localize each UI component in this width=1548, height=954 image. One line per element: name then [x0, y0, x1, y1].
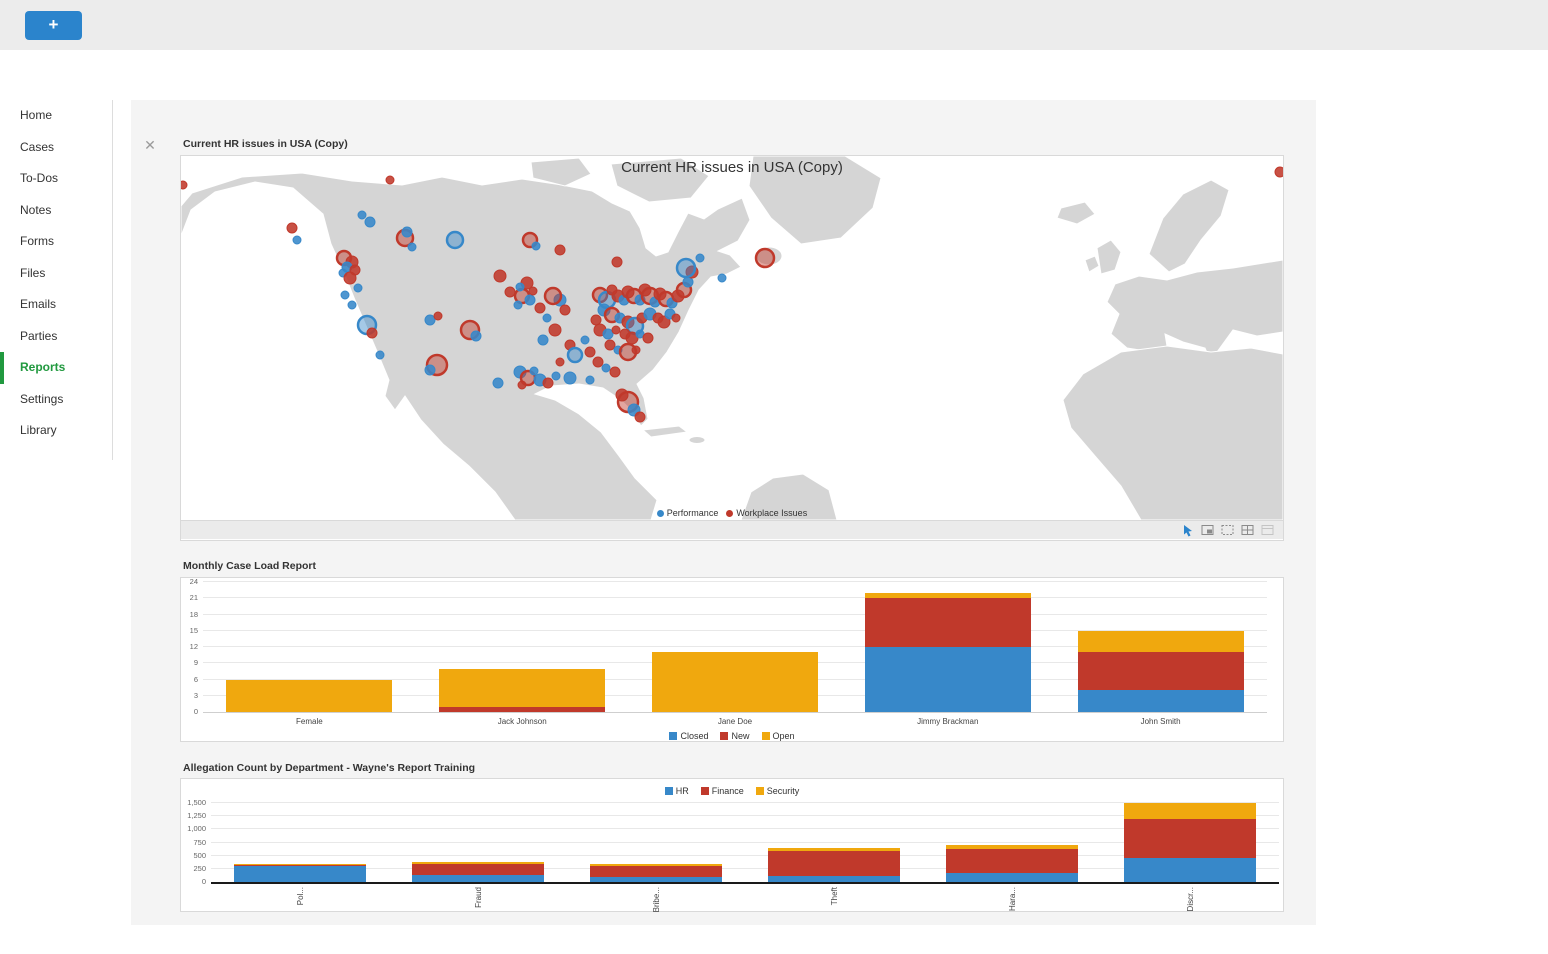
sidebar-item-settings[interactable]: Settings — [20, 391, 64, 406]
panel-title-allegation-count: Allegation Count by Department - Wayne's… — [183, 762, 476, 774]
plot-area[interactable] — [211, 802, 1279, 884]
legend-item-closed: Closed — [669, 731, 708, 741]
hr-map-chart[interactable]: Current HR issues in USA (Copy) Performa… — [181, 156, 1283, 520]
x-axis: Female Jack Johnson Jane Doe Jimmy Brackman… — [296, 717, 1181, 726]
great-britain — [1096, 239, 1122, 275]
y-axis: 0 3 6 9 12 15 18 21 24 — [189, 577, 198, 716]
legend-item-new: New — [720, 731, 750, 741]
map-toolbar — [181, 520, 1283, 539]
bar-jack-johnson[interactable] — [439, 582, 606, 712]
panel-title-monthly-case-load: Monthly Case Load Report — [183, 560, 317, 572]
sidebar-item-notes[interactable]: Notes — [20, 202, 52, 217]
sidebar-item-files[interactable]: Files — [20, 265, 46, 280]
legend-item-open: Open — [761, 731, 795, 741]
bar-john-smith[interactable] — [1077, 582, 1244, 712]
bar-discr[interactable] — [1124, 803, 1256, 882]
map-chart-title: Current HR issues in USA (Copy) — [621, 159, 843, 176]
rectangle-select-icon[interactable] — [1201, 524, 1214, 537]
bar-jimmy-brackman[interactable] — [864, 582, 1031, 712]
scandinavia — [1148, 179, 1230, 273]
europe-landmass — [1106, 259, 1283, 364]
sidebar-item-forms[interactable]: Forms — [20, 234, 54, 248]
zoom-area-icon[interactable] — [1221, 524, 1234, 537]
add-button[interactable]: + — [25, 10, 82, 40]
bar-pol[interactable] — [234, 803, 366, 882]
reports-viewer: ✕ Current HR issues in USA (Copy) — [131, 100, 1316, 925]
arctic-islands — [610, 157, 710, 203]
monthly-case-load-card: 0 3 6 9 12 15 18 21 24 Female Jack Johnson Jane Do… — [180, 577, 1284, 742]
chart-legend: HR Finance Security — [181, 786, 1283, 796]
legend-item-security: Security — [755, 786, 799, 796]
sidebar-item-parties[interactable]: Parties — [20, 328, 58, 343]
allegation-count-card: HR Finance Security 0 250 500 750 1,000 1,250 1,… — [180, 778, 1284, 912]
legend-item-finance: Finance — [700, 786, 744, 796]
south-america-landmass — [740, 473, 838, 520]
pointer-tool-icon[interactable] — [1181, 524, 1194, 537]
sidebar-item-emails[interactable]: Emails — [20, 297, 57, 311]
sidebar-nav: Home Cases To-Dos Notes Forms Files Emails Part… — [0, 100, 113, 460]
arctic-islands-2 — [530, 157, 592, 187]
bar-theft[interactable] — [768, 803, 900, 882]
hispaniola — [688, 436, 706, 444]
sidebar-item-home[interactable]: Home — [20, 108, 53, 122]
bar-fraud[interactable] — [412, 803, 544, 882]
bar-bribe[interactable] — [590, 803, 722, 882]
x-axis: Pol... Fraud Bribe... Theft Hara... Discr... — [295, 887, 1195, 913]
legend-item-hr: HR — [664, 786, 689, 796]
sidebar-item-reports[interactable]: Reports — [0, 352, 112, 384]
grid-view-icon[interactable] — [1241, 524, 1254, 537]
map-report-card: Current HR issues in USA (Copy) Performa… — [180, 155, 1284, 541]
sidebar-item-cases[interactable]: Cases — [20, 139, 55, 154]
africa-landmass — [1062, 345, 1283, 520]
plot-area[interactable] — [203, 581, 1267, 713]
bar-female[interactable] — [226, 582, 393, 712]
map-legend: Performance Workplace Issues — [181, 508, 1283, 518]
chart-legend: Closed New Open — [181, 731, 1283, 741]
north-america-landmass — [181, 172, 751, 520]
greenland-landmass — [748, 156, 882, 245]
bar-jane-doe[interactable] — [652, 582, 818, 712]
bar-hara[interactable] — [946, 803, 1078, 882]
legend-item-workplace-issues: Workplace Issues — [726, 508, 807, 518]
world-map — [181, 156, 1283, 520]
sidebar-item-to-dos[interactable]: To-Dos — [20, 171, 59, 185]
ireland — [1084, 255, 1100, 273]
close-icon[interactable]: ✕ — [144, 137, 156, 153]
cuba — [641, 425, 689, 438]
map-bubbles — [181, 166, 1283, 423]
iceland — [1056, 201, 1096, 225]
panel-title-hr-map: Current HR issues in USA (Copy) — [183, 138, 348, 150]
y-axis: 0 250 500 750 1,000 1,250 1,500 — [187, 798, 206, 886]
sidebar-item-library[interactable]: Library — [20, 423, 57, 437]
collapse-view-icon[interactable] — [1261, 524, 1274, 537]
top-toolbar: + — [0, 0, 1548, 50]
legend-item-performance: Performance — [656, 508, 718, 518]
